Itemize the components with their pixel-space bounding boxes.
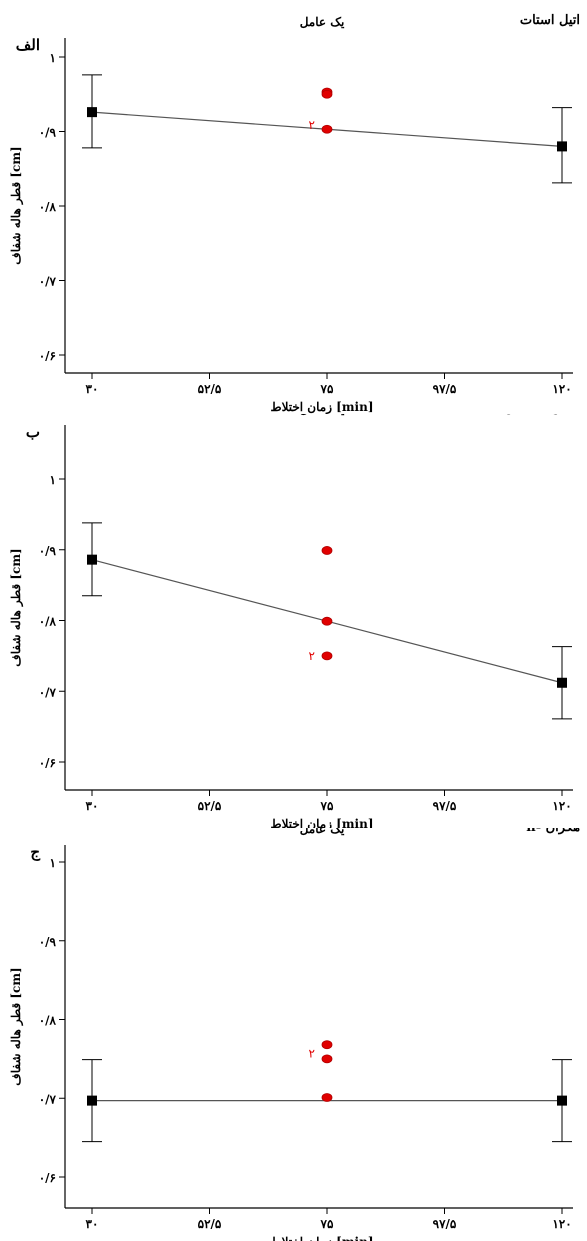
y-tick-label: ۰/۹ [39,126,57,140]
observed-point [321,1093,333,1102]
x-tick-label: ۳۰ [86,382,99,396]
x-tick-label: ۷۵ [320,799,334,813]
panel-label: الف [16,36,40,54]
chart-subtitle: اتیل استات [520,13,580,28]
chart-subtitle: n- هگزان [526,828,580,835]
y-tick-label: ۰/۹ [39,935,57,949]
x-axis-label: زمان اختلاط [min] [270,400,373,414]
x-tick-label: ۵۲/۵ [198,382,222,396]
observed-point [321,89,333,99]
mean-marker [87,554,97,565]
x-axis-label: زمان اختلاط [min] [270,817,373,828]
x-tick-label: ۵۲/۵ [198,799,222,813]
y-tick-label: ۱ [50,473,56,487]
observed-point [321,546,333,555]
y-tick-label: ۰/۹ [39,544,57,558]
y-tick-label: ۰/۷ [39,685,57,699]
panel-label: ج [30,843,40,861]
x-tick-label: ۳۰ [86,799,99,813]
x-tick-label: ۷۵ [320,382,334,396]
y-tick-label: ۰/۶ [39,349,56,363]
replicate-label: ۲ [309,649,315,663]
observed-point [321,1054,333,1064]
x-tick-label: ۱۲۰ [552,799,571,813]
x-tick-label: ۳۰ [86,1217,99,1231]
mean-marker [557,677,567,688]
chart-svg-be: ۳۰ ۵۲/۵ ۷۵ ۹۷/۵ ۱۲۰ ۰/۶ ۰/۷ ۰/۸ ۰/۹ ۱ ۲ یک عامل متیل… [9,414,580,828]
mean-marker [557,1095,567,1106]
y-tick-label: ۰/۶ [39,1171,56,1185]
y-tick-label: ۱ [50,856,56,870]
replicate-label: ۲ [309,1046,315,1060]
chart-subtitle: متیلن دی کلرید [498,414,580,415]
chart-title: یک عامل [300,828,345,836]
y-axis-label: قطر هاله شفاف [cm] [9,967,24,1085]
x-axis-label: زمان اختلاط [min] [270,1235,373,1241]
chart-panel-alef: ۳۰ ۵۲/۵ ۷۵ ۹۷/۵ ۱۲۰ ۰/۶ ۰/۷ ۰/۸ ۰/۹ ۱ ۲ یک عامل اتیل… [0,0,587,414]
observed-point [321,1040,333,1050]
observed-point [321,616,333,626]
y-tick-label: ۰/۸ [39,200,57,214]
chart-panel-jim: ۳۰ ۵۲/۵ ۷۵ ۹۷/۵ ۱۲۰ ۰/۶ ۰/۷ ۰/۸ ۰/۹ ۱ ۲ یک عامل n- ه… [0,828,587,1241]
observed-point [321,124,333,134]
y-tick-label: ۰/۶ [39,756,56,770]
y-axis-label: قطر هاله شفاف [cm] [9,146,24,264]
x-tick-label: ۵۲/۵ [198,1217,222,1231]
x-tick-label: ۹۷/۵ [433,382,457,396]
x-tick-label: ۱۲۰ [552,1217,571,1231]
y-tick-label: ۰/۸ [39,1014,57,1028]
chart-panel-be: ۳۰ ۵۲/۵ ۷۵ ۹۷/۵ ۱۲۰ ۰/۶ ۰/۷ ۰/۸ ۰/۹ ۱ ۲ یک عامل متیل… [0,414,587,828]
chart-title: یک عامل [300,15,345,29]
mean-marker [557,141,567,152]
x-tick-label: ۹۷/۵ [433,799,457,813]
mean-marker [87,107,97,118]
panel-label: ب [26,423,40,441]
mean-marker [87,1095,97,1106]
observed-point [321,651,333,661]
x-tick-label: ۷۵ [320,1217,334,1231]
y-tick-label: ۰/۷ [39,1092,57,1106]
chart-svg-jim: ۳۰ ۵۲/۵ ۷۵ ۹۷/۵ ۱۲۰ ۰/۶ ۰/۷ ۰/۸ ۰/۹ ۱ ۲ یک عامل n- ه… [9,828,580,1241]
y-tick-label: ۱ [50,51,56,65]
y-tick-label: ۰/۸ [39,615,57,629]
x-tick-label: ۹۷/۵ [433,1217,457,1231]
replicate-label: ۲ [309,118,315,132]
y-tick-label: ۰/۷ [39,275,57,289]
x-tick-label: ۱۲۰ [552,382,571,396]
chart-svg-alef: ۳۰ ۵۲/۵ ۷۵ ۹۷/۵ ۱۲۰ ۰/۶ ۰/۷ ۰/۸ ۰/۹ ۱ ۲ یک عامل اتیل… [9,13,580,414]
y-axis-label: قطر هاله شفاف [cm] [9,548,24,666]
chart-title: یک عامل [300,414,345,416]
